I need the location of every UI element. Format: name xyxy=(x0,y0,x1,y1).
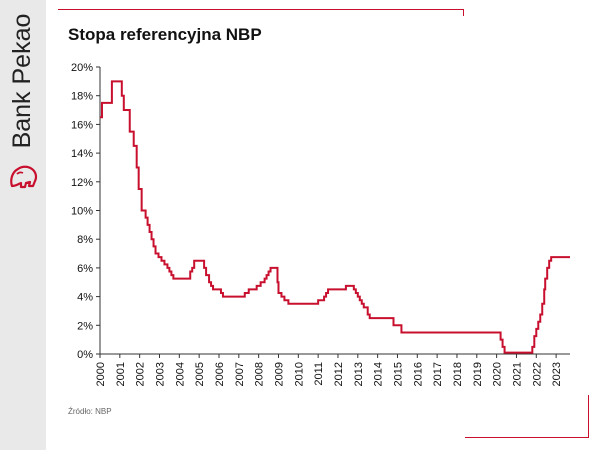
y-axis: 0% 2% 4% 6% 8% 10% 12% 14% 16% 18% 20% xyxy=(71,62,101,361)
y-tick-label: 4% xyxy=(77,292,93,304)
y-tick-label: 14% xyxy=(71,148,93,160)
x-axis: 2000 2001 2002 2003 2004 2005 2006 2007 2008 2009… xyxy=(95,353,570,386)
x-tick-label: 2019 xyxy=(472,362,484,386)
x-tick-label: 2001 xyxy=(115,362,127,386)
x-tick-label: 2016 xyxy=(412,362,424,386)
x-tick-label: 2021 xyxy=(511,362,523,386)
frame-bottom-line xyxy=(465,437,589,438)
x-tick-label: 2004 xyxy=(174,362,186,386)
x-tick-label: 2020 xyxy=(492,362,504,386)
frame-top-tick xyxy=(463,9,464,16)
source-note: Źródło: NBP xyxy=(68,407,112,416)
x-tick-label: 2015 xyxy=(392,362,404,386)
x-tick-label: 2002 xyxy=(135,362,147,386)
x-tick-label: 2014 xyxy=(373,362,385,386)
x-tick-label: 2017 xyxy=(432,362,444,386)
x-tick-label: 2010 xyxy=(293,362,305,386)
y-tick-label: 10% xyxy=(71,206,93,218)
x-tick-label: 2008 xyxy=(254,362,266,386)
frame-top-line xyxy=(58,9,464,10)
sidebar: Bank Pekao xyxy=(0,0,46,450)
x-tick-label: 2006 xyxy=(214,362,226,386)
y-tick-label: 8% xyxy=(77,234,93,246)
frame-bottom-tick xyxy=(588,395,589,437)
y-tick-label: 16% xyxy=(71,119,93,131)
y-tick-label: 18% xyxy=(71,91,93,103)
x-tick-label: 2009 xyxy=(273,362,285,386)
x-tick-label: 2000 xyxy=(95,362,107,386)
x-tick-label: 2011 xyxy=(313,362,325,386)
bison-logo-icon xyxy=(10,165,38,189)
y-tick-label: 6% xyxy=(77,263,93,275)
x-tick-label: 2022 xyxy=(531,362,543,386)
y-tick-label: 12% xyxy=(71,177,93,189)
y-tick-label: 2% xyxy=(77,320,93,332)
series-line xyxy=(100,80,570,354)
x-tick-label: 2023 xyxy=(551,362,563,386)
chart-title: Stopa referencyjna NBP xyxy=(68,25,262,44)
x-tick-label: 2005 xyxy=(194,362,206,386)
x-tick-label: 2012 xyxy=(333,362,345,386)
y-tick-label: 0% xyxy=(77,349,93,361)
x-tick-label: 2018 xyxy=(452,362,464,386)
x-tick-label: 2013 xyxy=(353,362,365,386)
x-tick-label: 2003 xyxy=(154,362,166,386)
y-tick-label: 20% xyxy=(71,62,93,74)
x-tick-label: 2007 xyxy=(234,362,246,386)
